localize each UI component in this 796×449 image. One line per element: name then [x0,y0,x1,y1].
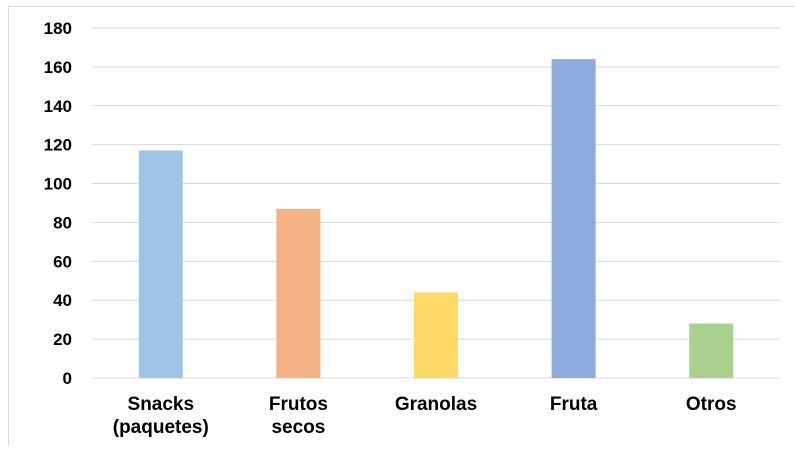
bar-0 [138,150,183,378]
y-tick-label-180: 180 [44,19,72,38]
y-tick-label-40: 40 [53,291,72,310]
y-tick-label-60: 60 [53,252,72,271]
y-tick-label-100: 100 [44,175,72,194]
x-axis-category-labels: Snacks (paquetes) Frutos secos Granolas Fruta… [113,394,737,438]
x-category-label-4: Otros [686,394,737,415]
bar-4 [689,323,734,378]
x-category-label-2: Granolas [395,394,477,415]
bar-1 [276,208,321,378]
y-tick-label-140: 140 [44,97,72,116]
x-category-label-3: Fruta [550,394,598,415]
bars [138,59,734,378]
y-tick-label-120: 120 [44,136,72,155]
bar-3 [551,59,596,378]
x-category-label-1: Frutos secos [269,394,328,438]
x-category-label-0: Snacks (paquetes) [113,394,209,438]
y-tick-label-80: 80 [53,213,72,232]
bar-2 [414,292,458,378]
y-axis-tick-labels: 0 20 40 60 80 100 120 140 160 180 [44,19,72,388]
y-tick-label-0: 0 [63,369,72,388]
y-tick-label-20: 20 [53,330,72,349]
chart-frame [8,6,794,446]
y-tick-label-160: 160 [44,58,72,77]
